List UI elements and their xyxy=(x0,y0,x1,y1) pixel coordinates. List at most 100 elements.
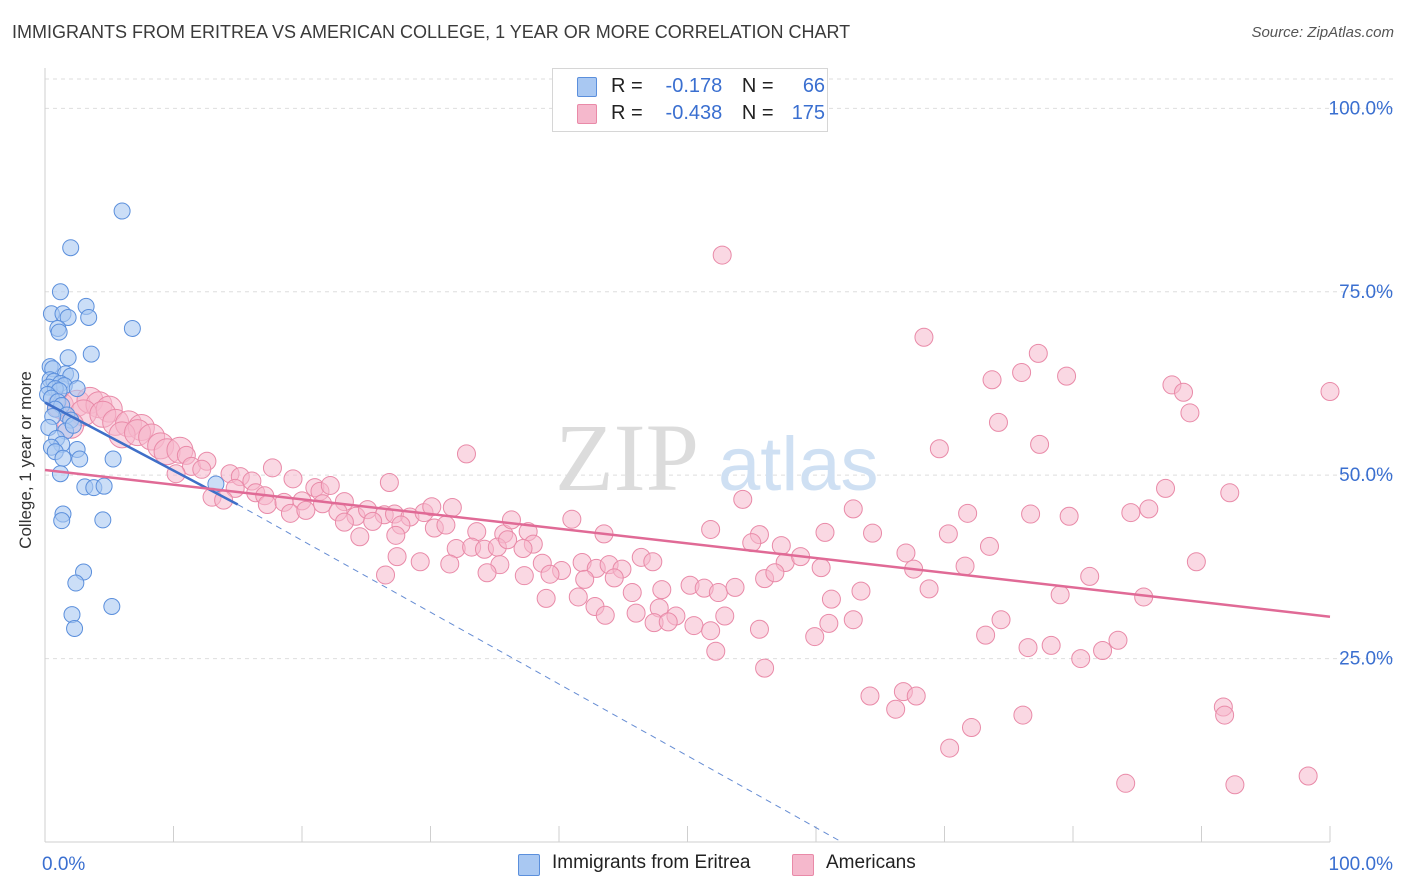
point-americans xyxy=(1220,483,1240,503)
point-americans xyxy=(715,606,735,626)
point-americans xyxy=(979,536,999,556)
legend-n-label: N = xyxy=(741,75,774,97)
point-americans xyxy=(501,510,521,530)
legend-swatch-blue xyxy=(577,77,597,97)
series-swatch-blue xyxy=(518,854,540,876)
point-eritrea xyxy=(95,477,113,495)
point-americans xyxy=(914,327,934,347)
point-americans xyxy=(1030,434,1050,454)
point-americans xyxy=(811,558,831,578)
point-eritrea xyxy=(59,308,77,326)
point-americans xyxy=(919,579,939,599)
watermark: ZIP atlas xyxy=(555,404,879,511)
point-americans xyxy=(442,497,462,517)
point-americans xyxy=(652,580,672,600)
x-tick-label: 100.0% xyxy=(1329,854,1394,875)
point-americans xyxy=(1059,506,1079,526)
y-axis-label: College, 1 year or more xyxy=(16,371,35,549)
point-americans xyxy=(1320,382,1340,402)
point-eritrea xyxy=(104,450,122,468)
point-americans xyxy=(1225,775,1245,795)
point-americans xyxy=(1057,366,1077,386)
point-eritrea xyxy=(51,283,69,301)
legend-n-value: 175 xyxy=(791,102,826,124)
point-americans xyxy=(701,621,721,641)
point-americans xyxy=(976,625,996,645)
point-americans xyxy=(575,569,595,589)
point-americans xyxy=(701,519,721,539)
point-americans xyxy=(422,497,442,517)
point-americans xyxy=(725,577,745,597)
point-americans xyxy=(257,495,277,515)
point-americans xyxy=(749,619,769,639)
legend-swatch-pink xyxy=(577,104,597,124)
point-americans xyxy=(755,658,775,678)
point-americans xyxy=(712,245,732,265)
point-americans xyxy=(906,686,926,706)
point-americans xyxy=(1021,504,1041,524)
legend-r-value: -0.178 xyxy=(665,75,723,97)
point-americans xyxy=(1215,705,1235,725)
point-americans xyxy=(320,475,340,495)
point-americans xyxy=(1028,343,1048,363)
point-americans xyxy=(896,543,916,563)
point-eritrea xyxy=(51,465,69,483)
trend-lines xyxy=(44,401,1331,843)
point-americans xyxy=(860,686,880,706)
point-americans xyxy=(843,499,863,519)
point-americans xyxy=(513,539,533,559)
point-americans xyxy=(536,588,556,608)
point-americans xyxy=(280,503,300,523)
point-americans xyxy=(961,718,981,738)
point-americans xyxy=(1013,705,1033,725)
point-americans xyxy=(604,568,624,588)
series-americans xyxy=(46,245,1340,795)
point-americans xyxy=(1121,503,1141,523)
point-americans xyxy=(192,459,212,479)
point-americans xyxy=(1050,585,1070,605)
point-americans xyxy=(622,583,642,603)
series-legend-label: Americans xyxy=(826,852,916,873)
point-eritrea xyxy=(82,345,100,363)
watermark-zip: ZIP xyxy=(555,404,699,511)
point-eritrea xyxy=(71,450,89,468)
point-americans xyxy=(1108,630,1128,650)
point-eritrea xyxy=(68,380,86,398)
point-americans xyxy=(706,641,726,661)
point-eritrea xyxy=(94,511,112,529)
point-americans xyxy=(440,554,460,574)
point-americans xyxy=(379,473,399,493)
point-americans xyxy=(955,556,975,576)
y-tick-label: 50.0% xyxy=(1339,465,1393,486)
point-americans xyxy=(708,583,728,603)
source-label: Source: ZipAtlas.com xyxy=(1251,24,1394,41)
point-americans xyxy=(886,699,906,719)
point-eritrea xyxy=(54,449,72,467)
y-tick-label: 75.0% xyxy=(1339,282,1393,303)
point-americans xyxy=(568,587,588,607)
series-swatch-pink xyxy=(792,854,814,876)
y-tick-label: 25.0% xyxy=(1339,649,1393,670)
point-americans xyxy=(1093,641,1113,661)
point-americans xyxy=(436,515,456,535)
point-americans xyxy=(1174,382,1194,402)
point-americans xyxy=(386,525,406,545)
series-legend-label: Immigrants from Eritrea xyxy=(552,852,751,873)
point-americans xyxy=(982,370,1002,390)
point-eritrea xyxy=(67,574,85,592)
point-americans xyxy=(1018,638,1038,658)
point-americans xyxy=(410,552,430,572)
correlation-legend: R = -0.178 N = 66 R = -0.438 N = 175 xyxy=(552,68,828,132)
point-americans xyxy=(562,509,582,529)
point-americans xyxy=(815,522,835,542)
point-americans xyxy=(958,503,978,523)
point-americans xyxy=(540,564,560,584)
tick-labels: 25.0% 50.0% 75.0% 100.0% 0.0% 100.0% xyxy=(42,98,1393,875)
point-americans xyxy=(1156,478,1176,498)
point-americans xyxy=(643,552,663,572)
point-americans xyxy=(262,458,282,478)
point-americans xyxy=(1012,362,1032,382)
point-eritrea xyxy=(66,620,84,638)
point-eritrea xyxy=(103,597,121,615)
point-americans xyxy=(1071,649,1091,669)
